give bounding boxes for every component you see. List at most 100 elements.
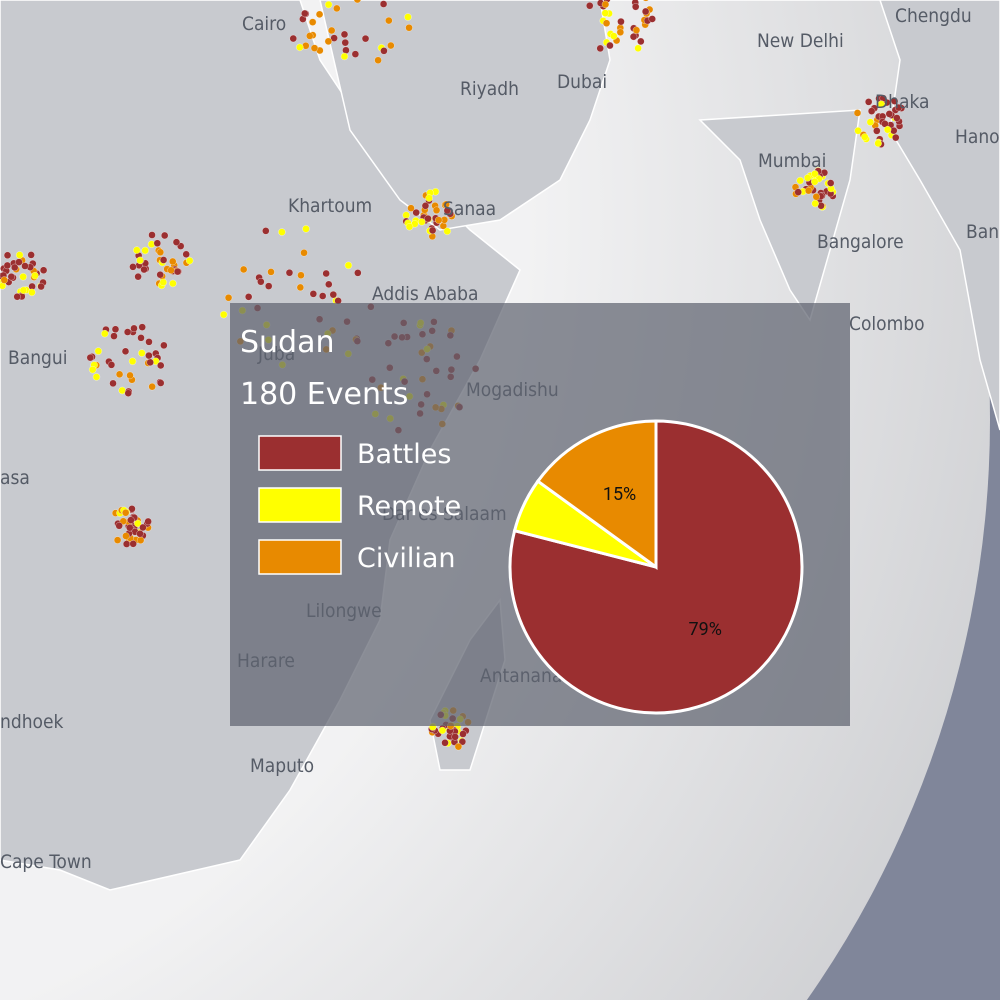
pie-slice [535, 419, 658, 570]
event-dot [122, 509, 130, 517]
event-dot [19, 273, 27, 281]
city-label: Sanaa [443, 198, 496, 220]
event-dot [157, 361, 165, 370]
event-dot [160, 341, 168, 350]
event-dot [804, 174, 812, 182]
event-dot [412, 208, 420, 217]
event-dot [794, 188, 802, 196]
event-dot [157, 379, 165, 387]
event-dot [385, 16, 393, 25]
event-dot [136, 530, 144, 538]
event-dot [866, 118, 875, 126]
event-dot [3, 251, 12, 259]
event-dot [351, 50, 360, 58]
event-dot [309, 290, 318, 298]
event-dot [28, 288, 36, 296]
event-dot [126, 524, 134, 532]
event-dot [425, 194, 433, 202]
event-dot [285, 269, 294, 277]
event-dot [15, 258, 23, 266]
city-label: Mumbai [758, 150, 826, 172]
event-dot [601, 0, 610, 9]
event-dot [458, 738, 467, 746]
event-dot [428, 226, 437, 235]
event-dot [884, 126, 892, 134]
event-dot [127, 516, 135, 524]
event-dot [601, 9, 609, 17]
event-dot [442, 200, 450, 209]
event-dot [812, 193, 820, 201]
event-dot [610, 32, 618, 40]
legend-swatch [258, 539, 342, 575]
legend-swatch [258, 487, 342, 523]
event-dot [92, 373, 101, 381]
event-dot [596, 44, 604, 53]
event-dot [121, 347, 130, 355]
event-dot [129, 540, 137, 548]
event-dot [606, 41, 614, 50]
event-dot [418, 218, 426, 226]
event-dot [361, 34, 370, 43]
event-dot [128, 505, 136, 513]
event-dot [109, 379, 117, 388]
event-dot [804, 186, 813, 195]
city-label: Cairo [242, 13, 286, 35]
event-dot [31, 272, 39, 280]
event-dot [586, 2, 594, 10]
event-dot [139, 523, 147, 532]
event-dot [110, 332, 118, 340]
event-dot [827, 179, 835, 187]
event-dot [136, 256, 144, 265]
event-dot [865, 98, 873, 106]
event-dot [167, 266, 175, 274]
event-dot [424, 214, 432, 223]
event-dot [379, 0, 388, 8]
city-label: ndhoek [0, 711, 64, 733]
event-dot [148, 383, 156, 391]
event-dot [407, 204, 415, 212]
event-dot [122, 540, 131, 548]
event-dot [441, 739, 449, 747]
event-dot [324, 0, 333, 9]
city-label: Colombo [849, 313, 925, 335]
city-label: Dhaka [875, 91, 930, 113]
event-dot [454, 743, 463, 751]
event-dot [182, 250, 190, 258]
event-dot [7, 273, 15, 281]
event-dot [11, 263, 19, 272]
event-dot [124, 389, 132, 397]
event-dot [21, 262, 29, 270]
event-dot [0, 276, 8, 284]
event-dot [267, 268, 275, 276]
event-dot [169, 257, 177, 266]
city-label: New Delhi [757, 30, 844, 52]
event-dot [890, 127, 898, 135]
event-dot [404, 13, 412, 21]
event-dot [140, 265, 148, 274]
event-dot [301, 9, 309, 18]
event-dot [330, 34, 338, 42]
event-dot [300, 249, 308, 257]
event-dot [0, 278, 2, 285]
event-dot [297, 271, 305, 279]
event-dot [156, 248, 164, 256]
event-dot [133, 246, 141, 254]
event-dot [459, 730, 467, 738]
event-dot [380, 47, 388, 55]
city-label: Addis Ababa [372, 283, 479, 305]
event-dot [129, 263, 137, 271]
legend-label: Remote [357, 491, 461, 522]
event-dot [173, 267, 182, 276]
event-dot [877, 100, 885, 108]
slice-label: 15% [603, 484, 636, 505]
event-dot [333, 4, 341, 13]
city-label: Bangui [8, 347, 67, 369]
event-dot [324, 37, 333, 46]
event-dot [240, 265, 248, 274]
event-dot [138, 323, 146, 331]
event-dot [632, 3, 640, 11]
event-dot [854, 127, 862, 135]
event-dot [37, 282, 45, 291]
event-dot [387, 41, 395, 50]
